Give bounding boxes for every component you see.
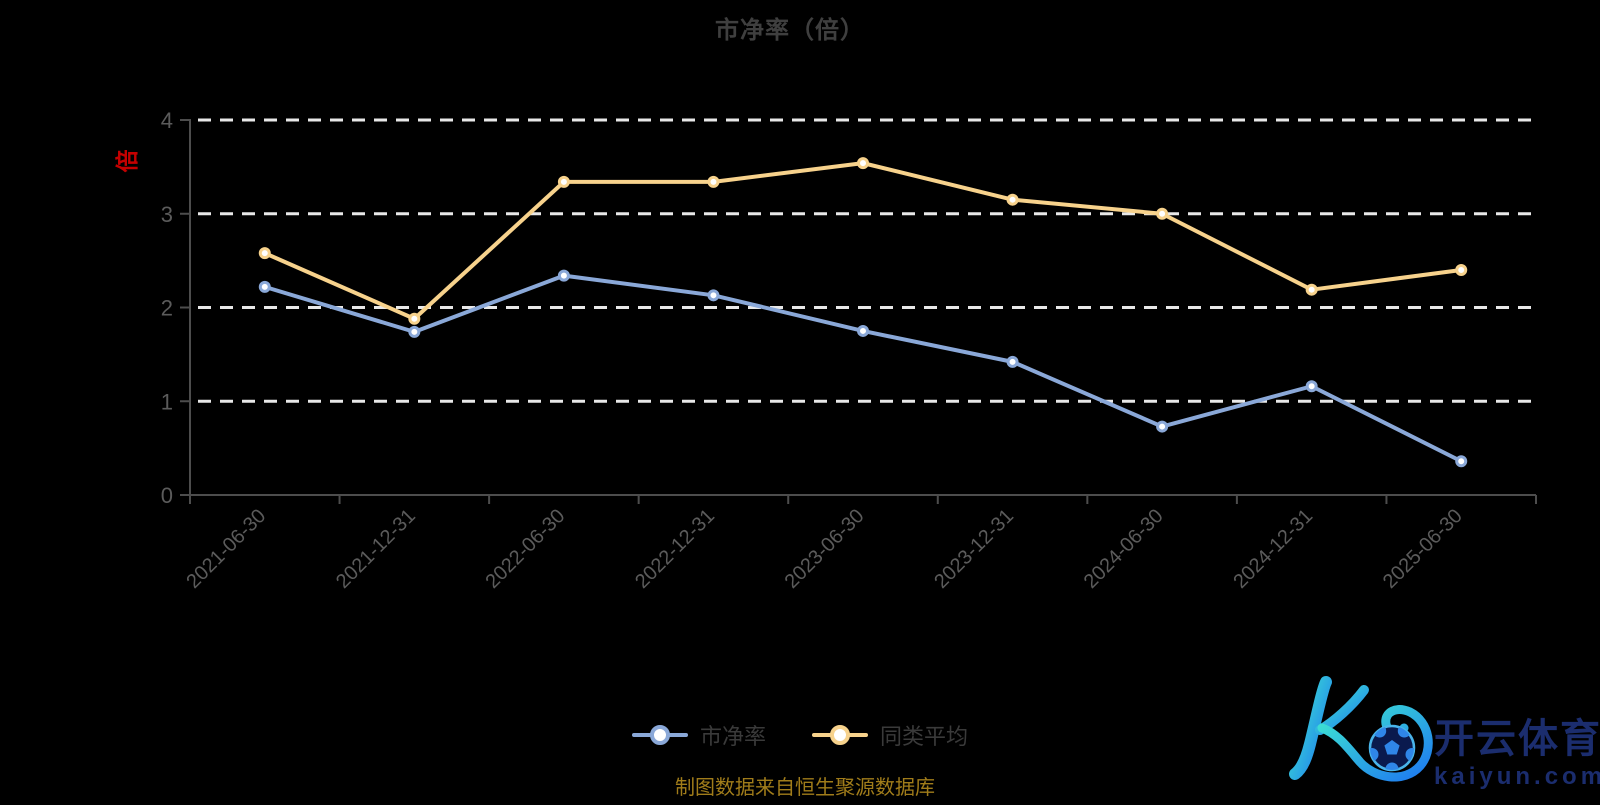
x-axis-category-label: 2023-06-30 bbox=[781, 505, 869, 593]
watermark-brand-text: 开云体育 bbox=[1434, 717, 1600, 761]
legend: 市净率 同类平均 bbox=[0, 719, 1600, 751]
data-point[interactable] bbox=[408, 312, 421, 325]
x-axis-category-label: 2022-06-30 bbox=[482, 505, 570, 593]
x-axis-category-label: 2025-06-30 bbox=[1379, 505, 1467, 593]
data-point[interactable] bbox=[408, 325, 421, 338]
chart-title: 市净率（倍） bbox=[715, 17, 865, 44]
y-axis-tick-label: 0 bbox=[161, 483, 173, 508]
data-point[interactable] bbox=[1006, 193, 1019, 206]
data-point[interactable] bbox=[857, 324, 869, 337]
data-point[interactable] bbox=[557, 175, 570, 188]
football-icon bbox=[1368, 724, 1416, 772]
data-source-note: 制图数据来自恒生聚源数据库 bbox=[675, 777, 935, 799]
data-point[interactable] bbox=[1156, 207, 1169, 220]
series-line-0 bbox=[262, 273, 1464, 464]
series-line-1 bbox=[262, 161, 1464, 321]
x-axis-category-label: 2022-12-31 bbox=[631, 505, 719, 593]
x-axis-category-label: 2024-06-30 bbox=[1080, 505, 1168, 593]
data-point[interactable] bbox=[258, 280, 271, 293]
legend-item-category-average[interactable]: 同类平均 bbox=[812, 719, 968, 751]
x-axis-category-label: 2021-06-30 bbox=[182, 505, 270, 593]
legend-item-label: 市净率 bbox=[699, 724, 766, 749]
legend-line-marker-icon bbox=[812, 725, 868, 745]
data-point[interactable] bbox=[857, 157, 869, 170]
data-point[interactable] bbox=[1006, 355, 1019, 368]
data-point[interactable] bbox=[258, 247, 271, 260]
legend-item-pbr[interactable]: 市净率 bbox=[631, 719, 766, 751]
data-point[interactable] bbox=[1305, 283, 1318, 296]
watermark-domain-text: kaiyun.com bbox=[1434, 763, 1600, 790]
x-axis-category-label: 2023-12-31 bbox=[930, 505, 1018, 593]
legend-line-marker-icon bbox=[631, 725, 688, 745]
y-axis-tick-label: 3 bbox=[161, 202, 173, 227]
data-point[interactable] bbox=[1305, 380, 1318, 393]
y-axis-tick-label: 2 bbox=[161, 296, 173, 321]
kaiyun-logo-graphic: 开云体育 kaiyun.com bbox=[1289, 676, 1600, 790]
y-axis-tick-label: 1 bbox=[161, 389, 173, 414]
y-axis-tick-label: 4 bbox=[161, 108, 173, 133]
kaiyun-watermark-logo[interactable]: 开云体育 kaiyun.com bbox=[1282, 660, 1600, 800]
data-point[interactable] bbox=[1455, 264, 1468, 276]
data-point[interactable] bbox=[707, 175, 720, 188]
data-point[interactable] bbox=[1455, 455, 1468, 468]
x-axis-category-label: 2021-12-31 bbox=[332, 505, 420, 593]
k-swoosh-icon bbox=[1289, 676, 1433, 782]
legend-item-label: 同类平均 bbox=[880, 724, 969, 749]
data-point[interactable] bbox=[707, 289, 720, 302]
data-point[interactable] bbox=[557, 269, 570, 282]
x-axis-category-label: 2024-12-31 bbox=[1229, 505, 1317, 593]
data-point[interactable] bbox=[1156, 420, 1169, 433]
